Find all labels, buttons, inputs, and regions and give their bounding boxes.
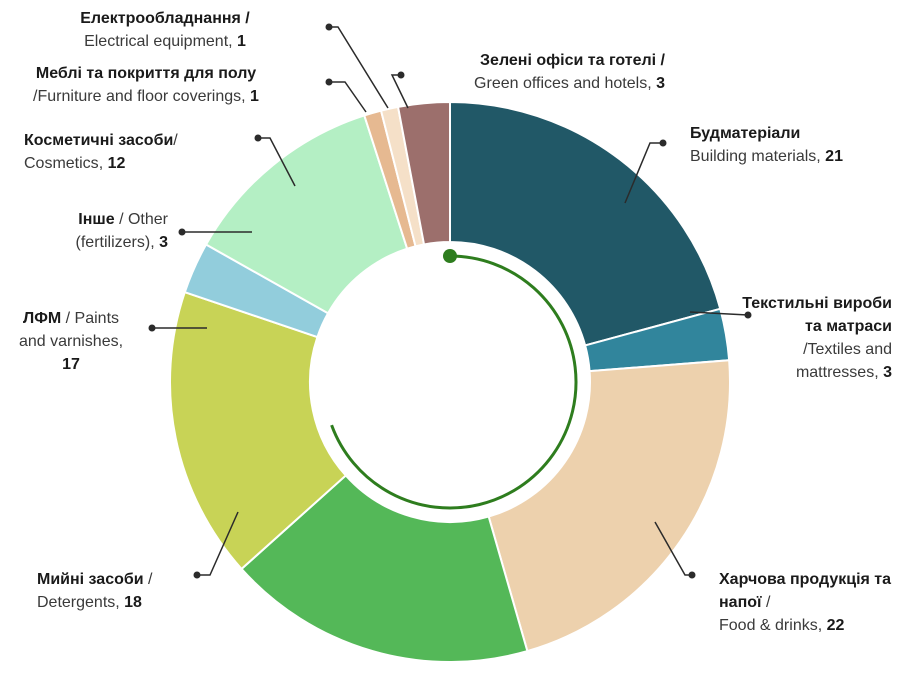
leader-dot-8 bbox=[325, 23, 333, 31]
leader-line-7 bbox=[329, 81, 367, 113]
label-bold: Зелені офіси та готелі / bbox=[480, 52, 665, 69]
leader-dot-6 bbox=[254, 134, 262, 142]
label-value: 3 bbox=[159, 234, 168, 251]
label-bold: Електрообладнання / bbox=[80, 10, 250, 27]
label-value: 18 bbox=[124, 594, 142, 611]
label-en: Detergents bbox=[37, 594, 116, 611]
leader-dot-9 bbox=[397, 71, 405, 79]
leader-dot-2 bbox=[688, 571, 696, 579]
leader-lines bbox=[148, 23, 752, 579]
label-bold: Мийні засоби bbox=[37, 571, 144, 588]
label-rest: / Other bbox=[114, 211, 168, 228]
label-en: Electrical equipment bbox=[84, 33, 229, 50]
label-building-materials: Будматеріали Building materials, 21 bbox=[690, 125, 843, 165]
leader-dot-4 bbox=[148, 324, 156, 332]
leader-line-3 bbox=[197, 511, 239, 576]
progress-arc bbox=[330, 254, 578, 510]
label-rest: / bbox=[761, 594, 771, 611]
label-en: Building materials bbox=[690, 148, 817, 165]
leader-line-0 bbox=[624, 142, 663, 204]
label-other: Інше / Other (fertilizers), 3 bbox=[75, 211, 168, 251]
label-textiles: Текстильні вироби та матраси /Textiles a… bbox=[742, 295, 892, 381]
label-bold: Текстильні вироби та матраси bbox=[742, 295, 892, 335]
progress-ring bbox=[330, 249, 578, 510]
progress-dot bbox=[443, 249, 457, 263]
label-bold: ЛФМ bbox=[22, 310, 62, 327]
label-rest: / bbox=[173, 132, 178, 149]
label-value: 12 bbox=[107, 155, 126, 172]
label-en: Green offices and hotels bbox=[474, 75, 648, 92]
label-furniture: Меблі та покриття для полу /Furniture an… bbox=[33, 65, 259, 105]
label-bold: Будматеріали bbox=[690, 125, 801, 142]
label-en: (fertilizers) bbox=[75, 234, 151, 251]
leader-line-9 bbox=[390, 74, 409, 109]
leader-dot-1 bbox=[744, 311, 752, 319]
label-bold: Косметичні засоби bbox=[24, 132, 174, 149]
label-rest: / Paints bbox=[61, 310, 120, 327]
label-detergents: Мийні засоби / Detergents, 18 bbox=[37, 571, 153, 611]
label-en: /Textiles and mattresses bbox=[795, 341, 892, 381]
label-electrical-equipment: Електрообладнання / Electrical equipment… bbox=[80, 10, 250, 50]
slice-2 bbox=[487, 359, 731, 653]
label-bold: Інше bbox=[78, 211, 115, 228]
label-value: 3 bbox=[656, 75, 665, 92]
label-bold: Меблі та покриття для полу bbox=[35, 65, 257, 82]
label-food-drinks: Харчова продукція та напої / Food & drin… bbox=[719, 571, 892, 634]
label-en: Food & drinks bbox=[719, 617, 818, 634]
label-value: 22 bbox=[826, 617, 845, 634]
leader-dot-3 bbox=[193, 571, 201, 579]
leader-line-1 bbox=[689, 311, 749, 316]
leader-dot-7 bbox=[325, 78, 333, 86]
label-rest: / bbox=[143, 571, 153, 588]
label-value: 21 bbox=[825, 148, 843, 165]
label-value: 17 bbox=[62, 356, 80, 373]
leader-line-6 bbox=[258, 137, 296, 187]
leader-dot-0 bbox=[659, 139, 667, 147]
donut-slices bbox=[169, 100, 731, 663]
label-value: 1 bbox=[250, 88, 259, 105]
label-green-offices: Зелені офіси та готелі / Green offices a… bbox=[474, 52, 665, 92]
donut-hole bbox=[310, 242, 590, 522]
label-paints: ЛФМ / Paints and varnishes, 17 bbox=[0, 307, 142, 376]
label-en: Cosmetics bbox=[24, 155, 99, 172]
leader-dot-5 bbox=[178, 228, 186, 236]
label-en: /Furniture and floor coverings bbox=[33, 88, 242, 105]
leader-line-8 bbox=[329, 26, 389, 109]
label-en: and varnishes, bbox=[18, 333, 124, 350]
label-value: 1 bbox=[237, 33, 246, 50]
label-cosmetics: Косметичні засоби/ Cosmetics, 12 bbox=[24, 132, 178, 172]
label-value: 3 bbox=[883, 364, 892, 381]
label-bold: Харчова продукція та напої bbox=[719, 571, 892, 611]
